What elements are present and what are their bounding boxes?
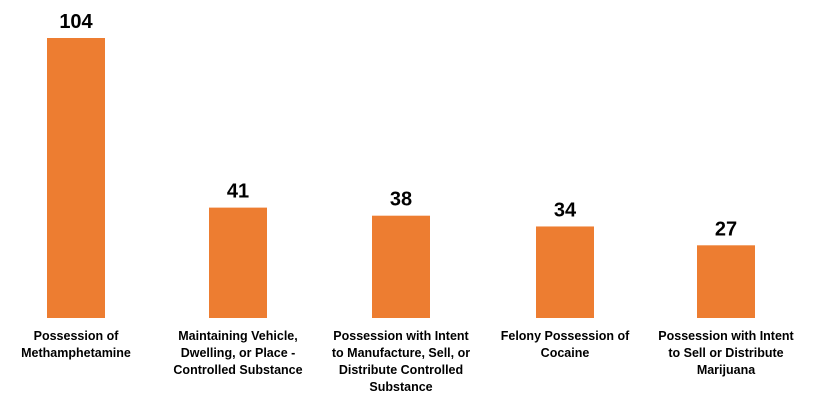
category-label-4: Felony Possession of Cocaine [500,329,630,360]
bars-group [47,38,755,318]
bar-5 [697,245,755,318]
category-label-5: Possession with Intent to Sell or Distri… [658,329,794,377]
category-label-2: Maintaining Vehicle, Dwelling, or Place … [173,329,303,377]
value-label-4: 34 [554,199,577,221]
bar-3 [372,215,430,318]
value-label-5: 27 [715,218,737,240]
value-label-1: 104 [59,11,93,33]
value-labels-group: 104 41 38 34 27 [59,11,737,240]
bar-4 [536,226,594,318]
value-label-3: 38 [390,189,412,211]
bar-1 [47,38,105,318]
category-label-3: Possession with Intent to Manufacture, S… [331,329,471,394]
value-label-2: 41 [227,181,249,203]
bar-2 [209,207,267,318]
category-label-1: Possession of Methamphetamine [21,329,131,360]
